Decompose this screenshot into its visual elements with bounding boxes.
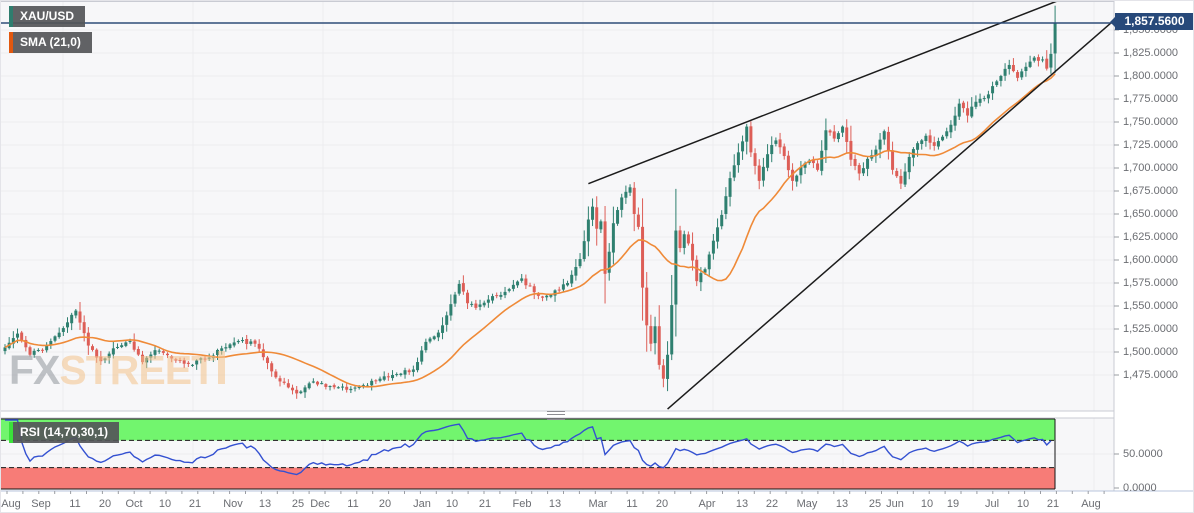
time-tick-label: May bbox=[796, 498, 818, 510]
price-tick-label: 1,750.0000 bbox=[1123, 116, 1179, 128]
time-tick-label: 19 bbox=[946, 498, 960, 510]
time-tick-label: 21 bbox=[188, 498, 202, 510]
rsi-line bbox=[5, 419, 1052, 476]
time-tick-label: 20 bbox=[378, 498, 392, 510]
price-tick-label: 1,725.0000 bbox=[1123, 139, 1179, 151]
price-tick-label: 1,700.0000 bbox=[1123, 162, 1179, 174]
rsi-tick-label: 50.0000 bbox=[1123, 448, 1163, 460]
price-tick-label: 1,575.0000 bbox=[1123, 277, 1179, 289]
watermark-bar-icon bbox=[218, 351, 226, 384]
watermark-fx: FX bbox=[9, 347, 60, 393]
time-tick-label: 10 bbox=[445, 498, 459, 510]
sma-legend-chip[interactable]: SMA (21,0) bbox=[9, 32, 92, 53]
sma-line bbox=[4, 73, 1056, 388]
time-tick-label: 11 bbox=[347, 498, 359, 510]
price-tick-label: 1,825.0000 bbox=[1123, 47, 1179, 59]
time-tick-label: 22 bbox=[765, 498, 779, 510]
time-tick-label: 13 bbox=[835, 498, 849, 510]
last-price-badge: 1,857.5600 bbox=[1110, 13, 1193, 30]
time-tick-label: 10 bbox=[920, 498, 934, 510]
fxstreet-watermark: FXSTREET bbox=[9, 347, 226, 393]
rsi-band-borders bbox=[1, 418, 1056, 490]
trendlines[interactable] bbox=[588, 1, 1114, 410]
rsi-tick-label: 0.0000 bbox=[1123, 482, 1157, 494]
time-tick-label: 13 bbox=[258, 498, 272, 510]
time-tick-label: 20 bbox=[98, 498, 112, 510]
rsi-legend-chip[interactable]: RSI (14,70,30,1) bbox=[9, 422, 120, 443]
price-tick-label: 1,475.0000 bbox=[1123, 369, 1179, 381]
symbol-label: XAU/USD bbox=[20, 9, 75, 23]
price-tick-label: 1,600.0000 bbox=[1123, 254, 1179, 266]
price-tick-label: 1,525.0000 bbox=[1123, 323, 1179, 335]
time-tick-label: 10 bbox=[1016, 498, 1030, 510]
price-tick-label: 1,800.0000 bbox=[1123, 70, 1179, 82]
time-tick-label: Jun bbox=[886, 498, 904, 510]
sma-label: SMA (21,0) bbox=[20, 35, 81, 49]
time-tick-label: Aug bbox=[1, 498, 21, 510]
time-tick-label: 11 bbox=[69, 498, 81, 510]
main-plot-background bbox=[1, 1, 1114, 411]
symbol-legend-chip[interactable]: XAU/USD bbox=[9, 6, 86, 27]
time-tick-label: 25 bbox=[291, 498, 305, 510]
time-tick-label: Dec bbox=[310, 498, 330, 510]
time-tick-label: 21 bbox=[478, 498, 492, 510]
price-tick-label: 1,625.0000 bbox=[1123, 231, 1179, 243]
time-tick-label: Sep bbox=[31, 498, 51, 510]
last-price-value: 1,857.5600 bbox=[1124, 14, 1185, 28]
time-tick-label: Feb bbox=[512, 498, 532, 510]
time-tick-label: Jul bbox=[984, 498, 1000, 510]
time-tick-label: Aug bbox=[1081, 498, 1101, 510]
time-tick-label: Mar bbox=[588, 498, 608, 510]
time-tick-label: 25 bbox=[868, 498, 882, 510]
time-tick-label: 11 bbox=[626, 498, 638, 510]
price-tick-label: 1,675.0000 bbox=[1123, 185, 1179, 197]
time-tick-label: Nov bbox=[223, 498, 243, 510]
rsi-overbought-band bbox=[1, 419, 1055, 441]
price-tick-label: 1,775.0000 bbox=[1123, 93, 1179, 105]
time-tick-label: Oct bbox=[125, 498, 143, 510]
time-tick-label: 10 bbox=[158, 498, 172, 510]
time-tick-label: Apr bbox=[698, 498, 716, 510]
axis-ticks bbox=[6, 29, 1119, 494]
panel-resize-grip-icon[interactable] bbox=[547, 411, 565, 420]
rsi-oversold-band bbox=[1, 467, 1055, 489]
price-tick-label: 1,500.0000 bbox=[1123, 346, 1179, 358]
time-tick-label: 21 bbox=[1046, 498, 1060, 510]
time-tick-label: 13 bbox=[735, 498, 749, 510]
time-tick-label: Jan bbox=[413, 498, 431, 510]
rsi-label: RSI (14,70,30,1) bbox=[20, 425, 109, 439]
candlestick-series bbox=[3, 5, 1057, 399]
watermark-street: STREET bbox=[59, 347, 216, 393]
time-tick-label: 20 bbox=[655, 498, 669, 510]
price-tick-label: 1,550.0000 bbox=[1123, 300, 1179, 312]
time-tick-label: 13 bbox=[548, 498, 562, 510]
gridlines bbox=[1, 1, 1114, 490]
price-tick-label: 1,650.0000 bbox=[1123, 208, 1179, 220]
